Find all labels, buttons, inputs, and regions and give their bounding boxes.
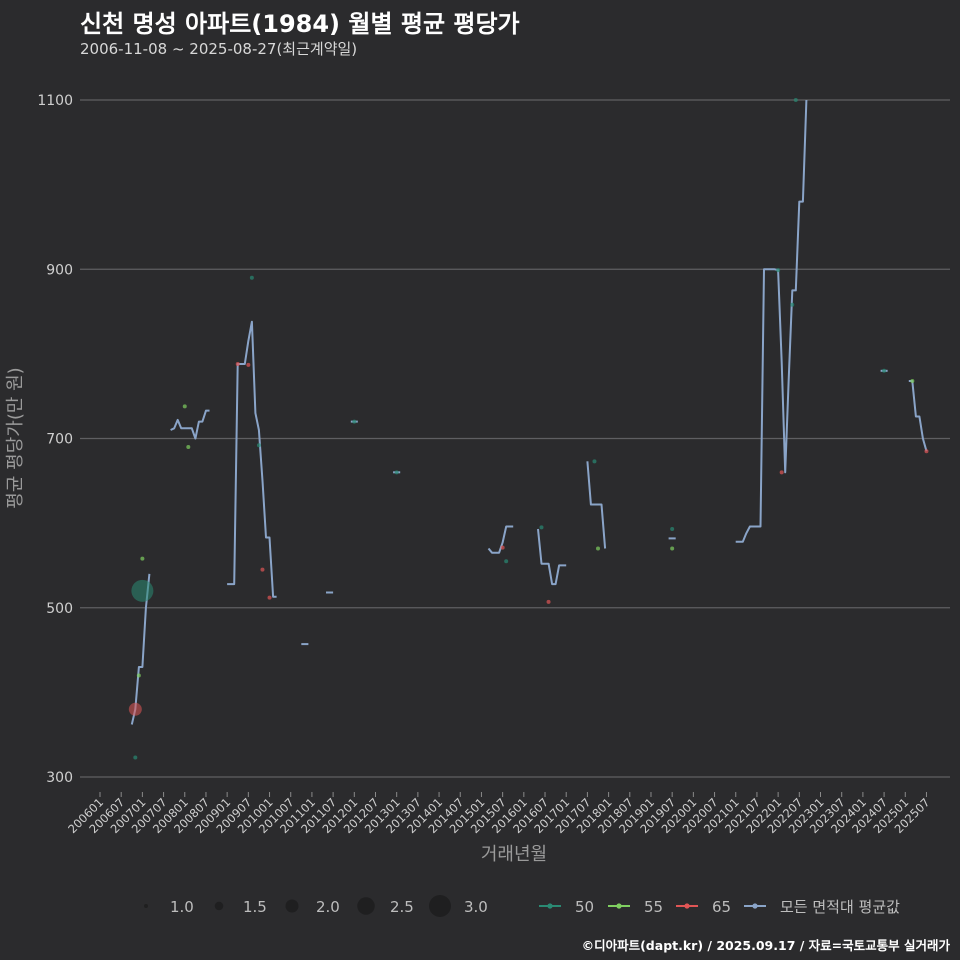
- point-area-50: [539, 525, 544, 530]
- color-legend-label: 65: [712, 898, 731, 916]
- point-area-50: [133, 755, 138, 760]
- point-area-50: [504, 559, 509, 564]
- point-area-65: [779, 470, 784, 475]
- data-points: [128, 98, 929, 760]
- color-legend-dot: [684, 903, 690, 909]
- color-legend-dot: [547, 903, 553, 909]
- point-area-55: [670, 546, 675, 551]
- color-legend-label: 55: [644, 898, 663, 916]
- point-area-50: [793, 98, 798, 102]
- size-legend-label: 1.0: [170, 898, 194, 916]
- x-axis-ticks: 2006012006072007012007072008012008072009…: [65, 792, 933, 836]
- point-area-50: [256, 443, 261, 448]
- point-area-65: [267, 595, 272, 600]
- average-line-segment: [170, 409, 210, 440]
- chart-subtitle: 2006-11-08 ~ 2025-08-27(최근계약일): [80, 40, 358, 58]
- average-line-segment: [586, 461, 607, 549]
- point-area-55: [140, 556, 145, 561]
- y-tick-label: 700: [46, 432, 73, 448]
- point-area-55: [186, 444, 191, 449]
- point-area-50: [394, 470, 399, 475]
- average-line-segment: [227, 320, 277, 598]
- y-tick-label: 500: [46, 601, 73, 617]
- color-legend-dot: [752, 903, 758, 909]
- y-tick-label: 900: [46, 262, 73, 278]
- point-area-50: [131, 579, 154, 602]
- point-area-65: [500, 545, 505, 550]
- size-legend-label: 1.5: [243, 898, 267, 916]
- size-legend-key: [429, 895, 451, 917]
- point-area-50: [790, 302, 795, 307]
- point-area-55: [596, 546, 600, 551]
- average-line-segment: [487, 525, 514, 554]
- legend: 1.0 1.5 2.0 2.5 3.0 50 55 65 모든 면적대 평균값: [144, 895, 900, 917]
- size-legend-label: 2.5: [390, 898, 414, 916]
- point-area-65: [924, 449, 929, 454]
- point-area-50: [670, 527, 675, 532]
- point-area-55: [910, 378, 915, 383]
- point-area-65: [128, 702, 142, 716]
- size-legend-key: [144, 904, 148, 908]
- color-legend-label: 모든 면적대 평균값: [780, 898, 900, 916]
- size-legend-key: [357, 897, 375, 915]
- y-tick-label: 1100: [37, 93, 73, 109]
- x-axis-label: 거래년월: [481, 844, 547, 865]
- point-area-65: [246, 362, 251, 367]
- point-area-65: [260, 567, 265, 572]
- size-legend-key: [214, 901, 224, 911]
- point-area-50: [592, 459, 597, 464]
- point-area-50: [249, 275, 254, 280]
- y-tick-label: 300: [46, 770, 73, 786]
- point-area-50: [776, 268, 781, 273]
- average-line-segment: [908, 380, 928, 452]
- y-axis-ticks: 300 500 700 900 1100: [37, 93, 73, 786]
- chart-title: 신천 명성 아파트(1984) 월별 평균 평당가: [80, 10, 520, 38]
- point-area-65: [235, 362, 240, 367]
- average-line-segment: [537, 528, 567, 586]
- average-line: [130, 99, 928, 725]
- color-legend-label: 50: [575, 898, 594, 916]
- point-area-55: [136, 673, 141, 678]
- size-legend-label: 2.0: [316, 898, 340, 916]
- y-axis-label: 평균 평당가(만 원): [5, 367, 26, 508]
- size-legend-key: [285, 899, 299, 913]
- grid-lines: [80, 99, 950, 778]
- average-line-segment: [735, 99, 808, 543]
- size-legend-label: 3.0: [464, 898, 488, 916]
- point-area-65: [546, 599, 551, 604]
- source-credit: ©디아파트(dapt.kr) / 2025.09.17 / 자료=국토교통부 실…: [581, 938, 950, 953]
- point-area-50: [352, 419, 357, 424]
- point-area-55: [182, 404, 187, 409]
- color-legend-dot: [616, 903, 622, 909]
- point-area-50: [882, 368, 887, 373]
